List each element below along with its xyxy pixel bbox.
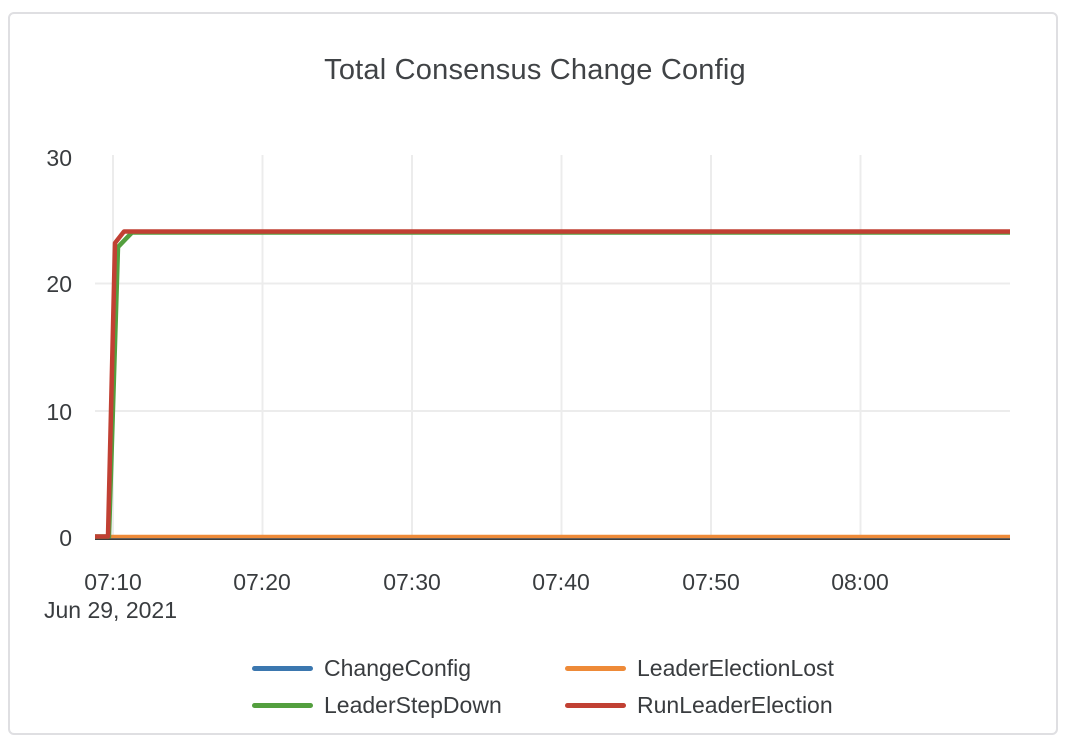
legend-column-1: ChangeConfig LeaderStepDown [252, 650, 502, 724]
legend-item-changeconfig[interactable]: ChangeConfig [252, 650, 502, 687]
legend-swatch-blue-icon [252, 666, 313, 671]
x-tick-0710: 07:10 [84, 569, 142, 595]
legend-swatch-orange-icon [565, 666, 626, 671]
y-tick-30: 30 [46, 145, 72, 171]
legend-swatch-green-icon [252, 703, 313, 708]
legend-label-leaderelectionlost: LeaderElectionLost [637, 655, 834, 681]
legend-item-leaderstepdown[interactable]: LeaderStepDown [252, 687, 502, 724]
x-tick-0750: 07:50 [682, 569, 740, 595]
vertical-gridlines [112, 155, 862, 538]
legend-item-runleaderelection[interactable]: RunLeaderElection [565, 687, 834, 724]
y-tick-0: 0 [59, 525, 72, 551]
page-border-frame [8, 12, 1058, 735]
x-tick-0800: 08:00 [831, 569, 889, 595]
x-tick-0730: 07:30 [383, 569, 441, 595]
legend-column-2: LeaderElectionLost RunLeaderElection [565, 650, 834, 724]
legend-label-changeconfig: ChangeConfig [324, 655, 472, 681]
x-axis-date-label: Jun 29, 2021 [44, 597, 178, 623]
horizontal-gridlines [95, 282, 1010, 412]
series-line-leaderstepdown [95, 230, 1010, 539]
y-tick-10: 10 [46, 399, 72, 425]
legend-label-leaderstepdown: LeaderStepDown [324, 692, 502, 718]
series-line-runleaderelection [95, 229, 1010, 539]
legend-item-leaderelectionlost[interactable]: LeaderElectionLost [565, 650, 834, 687]
x-tick-0720: 07:20 [233, 569, 291, 595]
y-tick-20: 20 [46, 271, 72, 297]
legend-swatch-red-icon [565, 703, 626, 708]
legend-label-runleaderelection: RunLeaderElection [637, 692, 833, 718]
chart-title: Total Consensus Change Config [324, 54, 746, 86]
x-tick-0740: 07:40 [532, 569, 590, 595]
